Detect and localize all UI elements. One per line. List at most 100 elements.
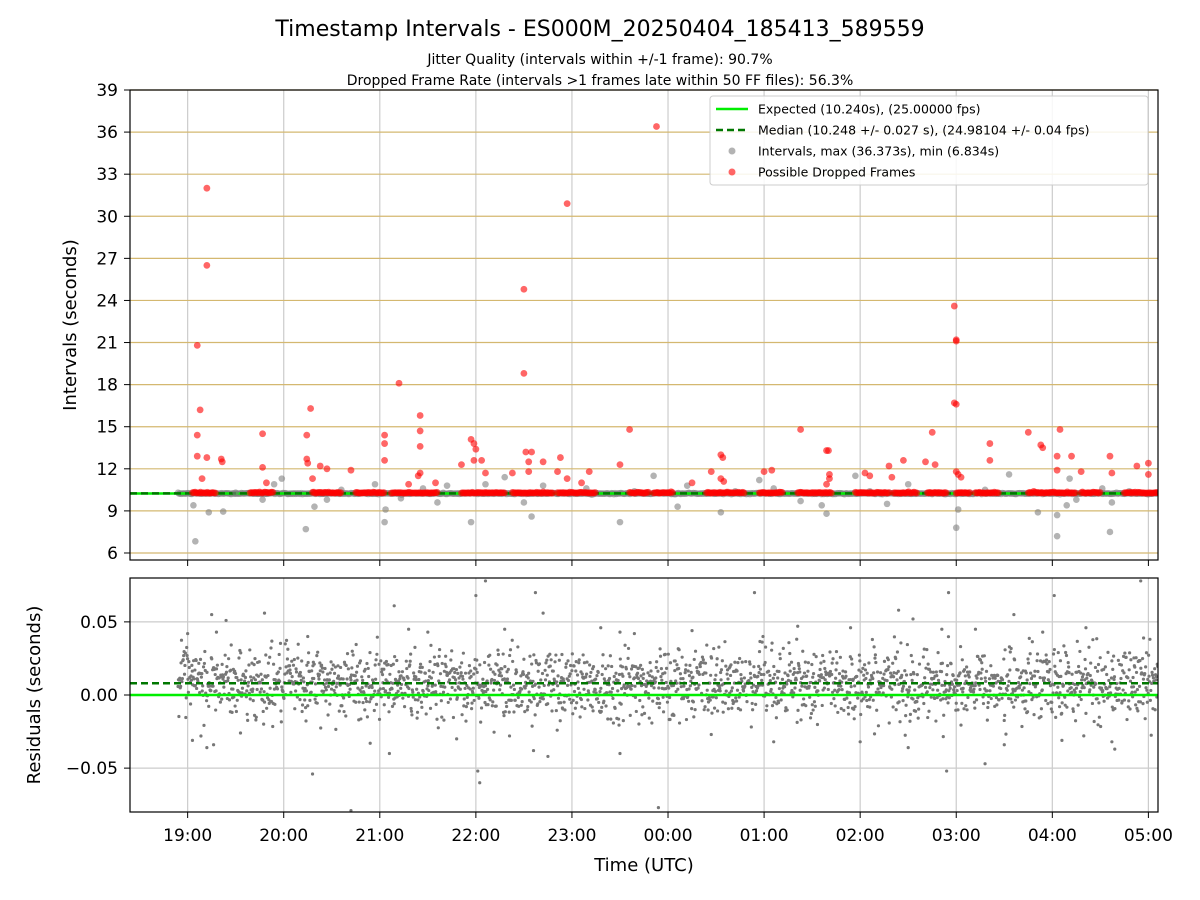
residual-point xyxy=(752,591,757,595)
residual-point xyxy=(235,698,239,702)
residual-point xyxy=(1102,699,1106,703)
residual-point xyxy=(1095,697,1099,701)
residual-point xyxy=(624,667,628,671)
dropped-frame-point xyxy=(196,406,204,414)
residual-point xyxy=(628,675,632,679)
residual-point xyxy=(329,687,334,691)
residual-point xyxy=(363,708,367,712)
residual-point xyxy=(1003,648,1007,652)
residual-point xyxy=(972,700,977,704)
residual-point xyxy=(397,670,401,674)
residual-point xyxy=(193,668,197,672)
residual-point xyxy=(656,697,660,701)
residual-point xyxy=(251,687,255,691)
residual-point xyxy=(179,684,183,688)
residual-point xyxy=(650,675,654,679)
residual-point xyxy=(262,611,267,615)
residual-point xyxy=(462,697,466,701)
residual-point xyxy=(409,706,413,711)
intervals-plot-area xyxy=(130,123,1158,545)
residual-point xyxy=(811,708,815,712)
residual-point xyxy=(594,677,598,681)
residual-point xyxy=(867,698,871,702)
residual-point xyxy=(1141,702,1145,706)
residual-point xyxy=(347,691,351,695)
residual-point xyxy=(777,686,782,691)
residual-point xyxy=(1036,669,1040,674)
dropped-frame-point xyxy=(203,261,211,269)
residual-point xyxy=(769,687,773,692)
residual-point xyxy=(907,689,911,693)
residual-point xyxy=(639,684,644,688)
residual-point xyxy=(973,627,978,631)
residual-point xyxy=(974,698,979,702)
residual-point xyxy=(436,726,440,730)
interval-point xyxy=(382,506,389,513)
dropped-frame-point xyxy=(525,458,533,466)
residual-point xyxy=(281,690,285,694)
residual-point xyxy=(392,604,396,608)
residual-point xyxy=(946,591,951,595)
residual-point xyxy=(910,678,914,682)
residual-point xyxy=(1041,630,1045,634)
legend-intervals-label: Intervals, max (36.373s), min (6.834s) xyxy=(758,144,999,159)
residual-point xyxy=(1031,695,1035,699)
residual-point xyxy=(697,683,701,687)
residual-point xyxy=(435,717,439,721)
residual-point xyxy=(870,637,874,642)
residual-point xyxy=(468,687,472,691)
chart-subtitle-dropped: Dropped Frame Rate (intervals >1 frames … xyxy=(347,73,854,89)
residual-point xyxy=(1064,653,1069,658)
residual-point xyxy=(301,676,306,680)
residual-point xyxy=(201,665,206,669)
residual-point xyxy=(471,686,475,690)
residual-point xyxy=(704,671,708,675)
residual-point xyxy=(873,656,877,660)
residual-point xyxy=(229,668,233,672)
residual-point xyxy=(1128,651,1132,655)
residual-point xyxy=(857,668,861,672)
residual-point xyxy=(294,670,299,674)
residual-point xyxy=(407,686,411,691)
residual-point xyxy=(336,674,341,678)
dropped-frame-point xyxy=(626,426,633,433)
residual-point xyxy=(524,683,528,688)
residual-point xyxy=(604,667,608,671)
residual-point xyxy=(882,684,886,688)
dropped-frame-point xyxy=(520,370,528,377)
residual-point xyxy=(968,670,972,674)
residual-point xyxy=(641,705,645,709)
residual-point xyxy=(1028,652,1032,656)
residual-point xyxy=(475,670,479,674)
residual-point xyxy=(1063,695,1067,699)
residual-point xyxy=(599,626,603,630)
residual-point xyxy=(1067,665,1071,669)
residual-point xyxy=(575,673,580,677)
dropped-frame-point xyxy=(303,431,311,439)
dropped-frame-point xyxy=(203,184,211,192)
residual-point xyxy=(390,704,395,708)
residual-point xyxy=(750,685,754,689)
dropped-frame-point xyxy=(827,489,835,497)
residual-point xyxy=(224,618,228,623)
residual-point xyxy=(236,678,240,682)
residual-point xyxy=(1052,593,1056,598)
interval-point xyxy=(1053,532,1061,540)
residual-point xyxy=(496,652,500,657)
residual-point xyxy=(649,669,653,673)
residual-point xyxy=(240,686,245,690)
residual-point xyxy=(763,660,767,665)
residual-point xyxy=(325,681,329,685)
residual-point xyxy=(500,667,504,671)
residual-point xyxy=(692,657,696,662)
interval-point xyxy=(270,480,278,488)
residual-point xyxy=(851,677,855,681)
residual-point xyxy=(451,715,456,720)
residual-point xyxy=(319,726,323,730)
residual-point xyxy=(874,660,878,665)
residual-point xyxy=(363,667,367,671)
residual-point xyxy=(530,724,534,728)
residual-point xyxy=(1099,724,1103,729)
dropped-frame-point xyxy=(1053,452,1061,460)
residual-point xyxy=(715,657,719,661)
